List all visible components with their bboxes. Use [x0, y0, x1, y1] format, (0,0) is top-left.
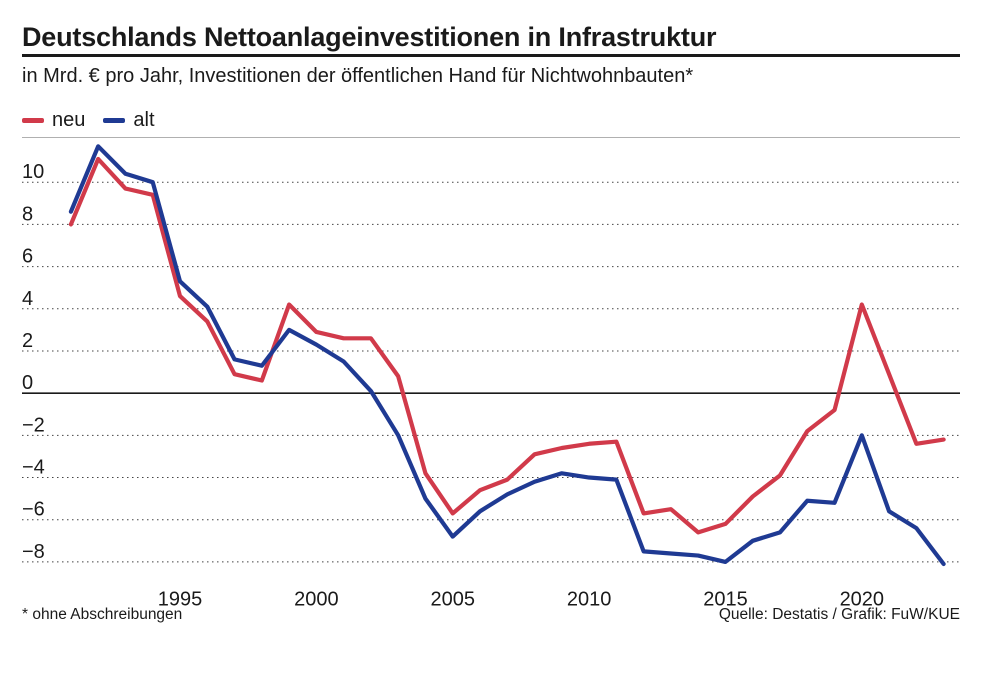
legend-item-neu: neu [22, 109, 85, 132]
y-tick-label: 6 [22, 246, 33, 268]
legend-rule [22, 137, 960, 138]
y-tick-label: 0 [22, 372, 33, 394]
y-tick-label: 2 [22, 330, 33, 352]
chart-subtitle: in Mrd. € pro Jahr, Investitionen der öf… [22, 65, 694, 87]
y-tick-label: 8 [22, 203, 33, 225]
x-tick-label: 2015 [703, 589, 748, 611]
footnote: * ohne Abschreibungen [22, 606, 183, 623]
series-line-neu [68, 156, 946, 535]
y-tick-label: −6 [22, 499, 45, 521]
legend: neu alt [22, 109, 173, 132]
series-line-alt [68, 144, 946, 567]
x-tick-label: 2010 [567, 589, 612, 611]
legend-item-alt: alt [103, 109, 155, 132]
x-tick-label: 1995 [158, 589, 203, 611]
y-tick-label: −2 [22, 414, 45, 436]
legend-swatch-alt [103, 118, 126, 123]
legend-label-neu: neu [52, 109, 86, 131]
x-tick-label: 2000 [294, 589, 339, 611]
y-tick-label: −4 [22, 457, 45, 479]
chart-title: Deutschlands Nettoanlageinvestitionen in… [22, 22, 717, 52]
y-tick-label: 4 [22, 288, 33, 310]
x-tick-label: 2005 [430, 589, 475, 611]
y-tick-label: −8 [22, 541, 45, 563]
title-rule [22, 54, 960, 57]
y-tick-label: 10 [22, 161, 44, 183]
x-tick-label: 2020 [840, 589, 885, 611]
source-credit: Quelle: Destatis / Grafik: FuW/KUE [718, 606, 960, 623]
legend-label-alt: alt [133, 109, 155, 131]
legend-swatch-neu [22, 118, 44, 123]
